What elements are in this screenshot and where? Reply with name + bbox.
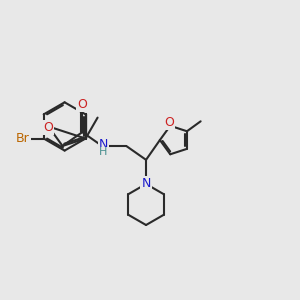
Text: N: N: [141, 177, 151, 190]
Text: H: H: [99, 148, 107, 158]
Text: O: O: [77, 98, 87, 111]
Text: N: N: [99, 138, 108, 151]
Text: O: O: [43, 122, 53, 134]
Text: Br: Br: [16, 132, 30, 145]
Text: O: O: [164, 116, 174, 129]
